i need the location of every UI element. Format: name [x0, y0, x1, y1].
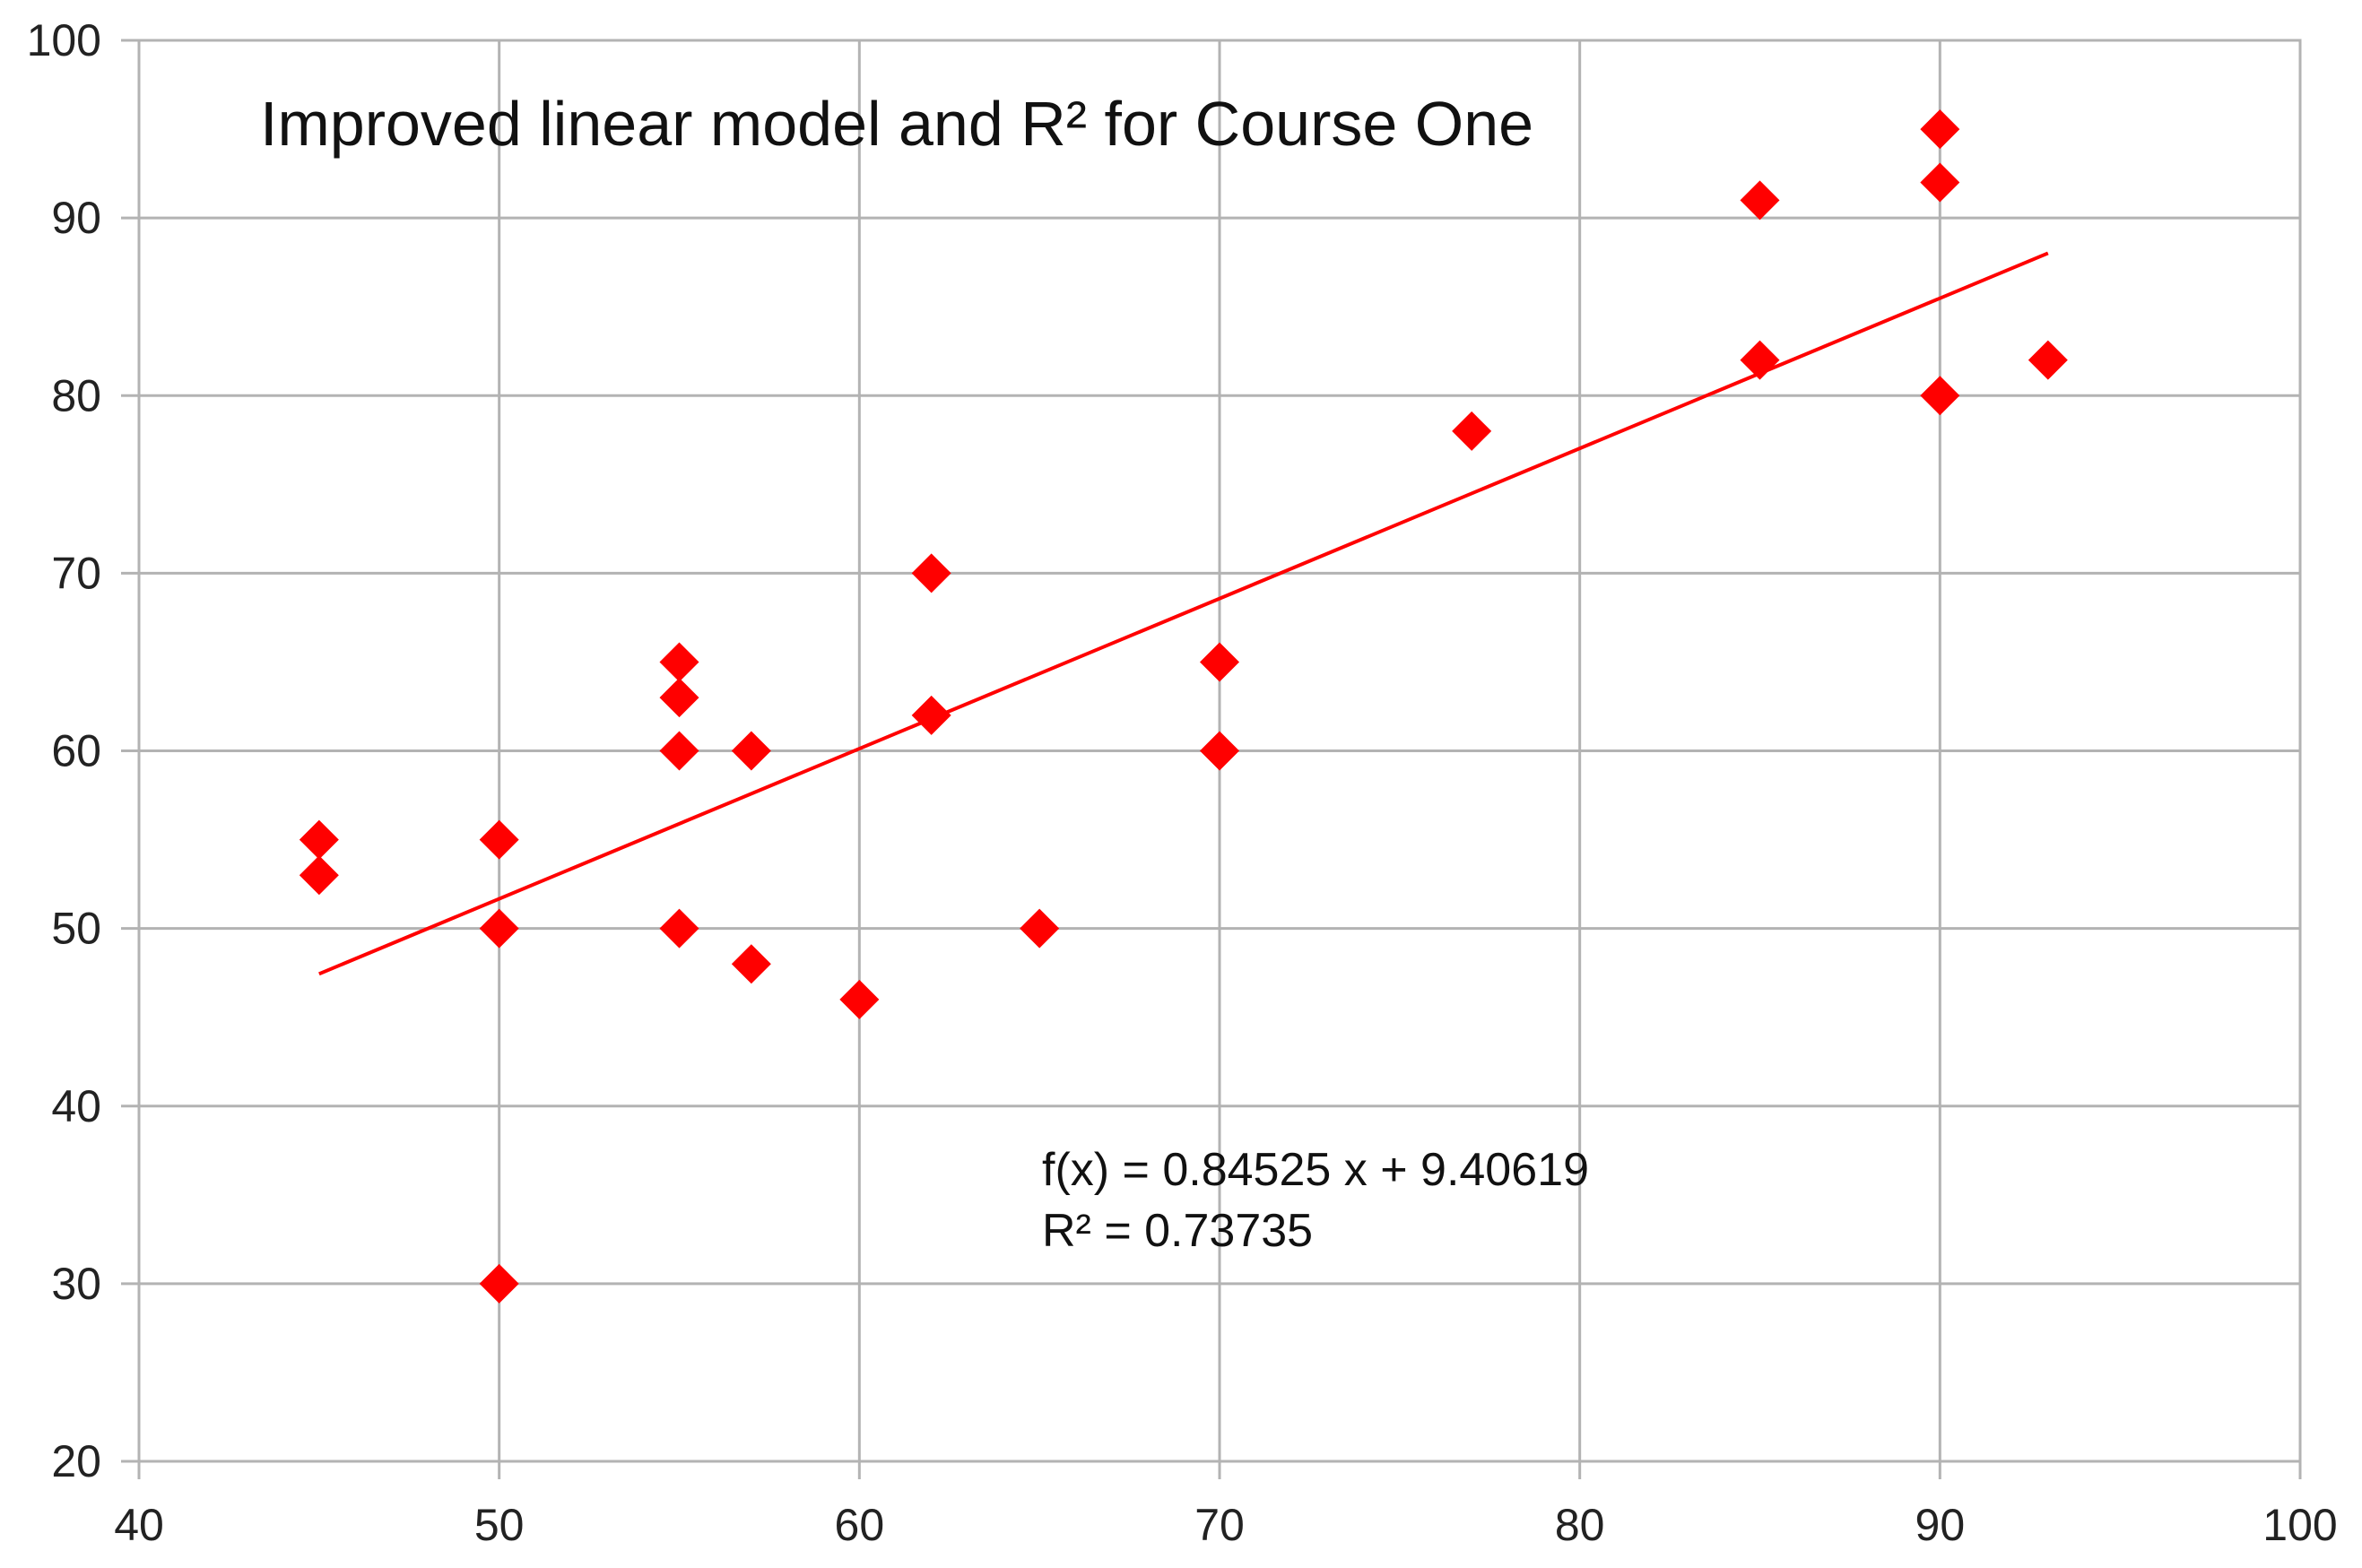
data-point-70-65 — [1200, 642, 1239, 682]
data-point-45-53 — [299, 855, 339, 896]
data-point-65-50 — [1020, 908, 1060, 949]
data-point-55-65 — [659, 642, 699, 682]
x-tick-label-90: 90 — [1915, 1500, 1966, 1550]
r-squared-label: R² = 0.73735 — [1042, 1205, 1313, 1257]
data-point-62-62 — [911, 695, 951, 735]
chart-title: Improved linear model and R² for Course … — [260, 89, 1533, 159]
data-point-57-48 — [731, 944, 771, 984]
y-tick-label-80: 80 — [51, 370, 101, 420]
data-point-55-50 — [659, 908, 699, 949]
y-tick-label-50: 50 — [51, 904, 101, 954]
data-point-50-30 — [479, 1263, 519, 1304]
data-point-85-82 — [1740, 340, 1780, 380]
tick-labels: 20 30 40 50 60 70 80 90 100 40 50 60 70 80 90 100 — [27, 15, 2338, 1550]
y-tick-label-30: 30 — [51, 1259, 101, 1309]
data-point-50-55 — [479, 819, 519, 860]
x-tick-label-40: 40 — [114, 1500, 164, 1550]
data-point-62-70 — [911, 553, 951, 593]
data-point-70-60 — [1200, 731, 1239, 771]
data-point-57-60 — [731, 731, 771, 771]
data-point-85-91 — [1740, 180, 1780, 221]
y-tick-label-100: 100 — [27, 15, 101, 65]
y-tick-label-60: 60 — [51, 726, 101, 776]
data-point-45-55 — [299, 819, 339, 860]
data-point-77-78 — [1452, 411, 1492, 451]
data-point-55-60 — [659, 731, 699, 771]
x-tick-label-60: 60 — [835, 1500, 885, 1550]
y-tick-label-20: 20 — [51, 1436, 101, 1486]
y-tick-label-90: 90 — [51, 193, 101, 243]
data-point-90-95 — [1920, 109, 1960, 150]
data-point-55-63 — [659, 678, 699, 718]
x-tick-label-50: 50 — [474, 1500, 525, 1550]
y-tick-label-70: 70 — [51, 548, 101, 598]
y-tick-label-40: 40 — [51, 1081, 101, 1131]
axes — [121, 39, 2302, 1479]
x-tick-label-70: 70 — [1194, 1500, 1245, 1550]
data-point-50-50 — [479, 908, 519, 949]
data-point-60-46 — [839, 979, 880, 1019]
data-points — [299, 109, 2068, 1304]
data-point-93-82 — [2028, 340, 2068, 380]
x-tick-label-80: 80 — [1555, 1500, 1605, 1550]
x-tick-label-100: 100 — [2262, 1500, 2337, 1550]
data-point-90-80 — [1920, 376, 1960, 416]
plot-area-border — [137, 39, 2302, 1463]
trendline-equation: f(x) = 0.84525 x + 9.40619 — [1042, 1144, 1589, 1196]
data-point-90-92 — [1920, 162, 1960, 203]
